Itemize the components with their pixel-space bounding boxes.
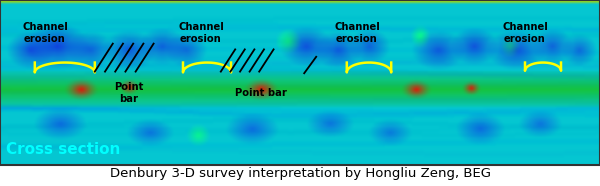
Text: Channel
erosion: Channel erosion: [334, 22, 380, 44]
Text: Point
bar: Point bar: [115, 82, 143, 104]
Text: Channel
erosion: Channel erosion: [178, 22, 224, 44]
Text: Channel
erosion: Channel erosion: [502, 22, 548, 44]
Text: Cross section: Cross section: [6, 142, 121, 157]
Text: Point bar: Point bar: [235, 88, 287, 98]
Text: Channel
erosion: Channel erosion: [22, 22, 68, 44]
Text: Denbury 3-D survey interpretation by Hongliu Zeng, BEG: Denbury 3-D survey interpretation by Hon…: [110, 167, 491, 180]
